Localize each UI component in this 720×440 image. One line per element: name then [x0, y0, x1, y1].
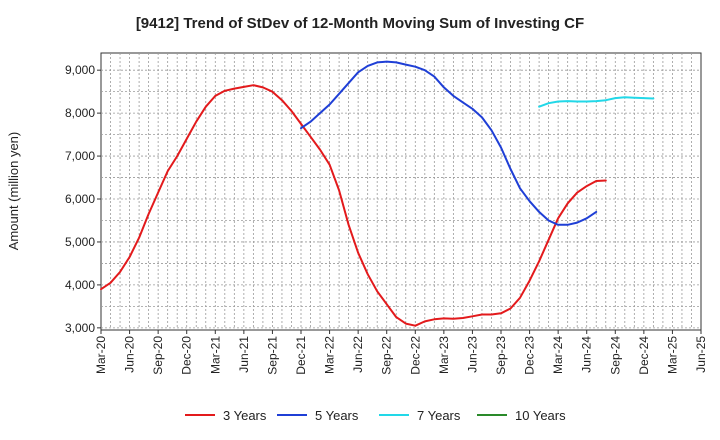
series-line-7-years [538, 96, 655, 108]
x-tick-label: Jun-20 [123, 336, 137, 373]
x-tick-label: Mar-25 [665, 336, 679, 374]
x-tick-label: Dec-20 [180, 336, 194, 375]
x-tick-label: Dec-22 [408, 336, 422, 375]
x-tick-label: Mar-20 [94, 336, 108, 374]
y-tick-label: 7,000 [65, 149, 95, 163]
x-tick-label: Dec-23 [523, 336, 537, 375]
x-axis-ticks: Mar-20 Jun-20 Sep-20 Dec-20 Mar-21 Jun-21 Sep-… [94, 330, 708, 375]
y-axis-ticks: 3,000 4,000 5,000 6,000 7,000 8,000 9,000 [65, 63, 101, 335]
legend-label: 5 Years [315, 408, 359, 423]
x-tick-label: Jun-21 [237, 336, 251, 373]
x-tick-label: Jun-23 [465, 336, 479, 373]
y-tick-label: 3,000 [65, 321, 95, 335]
x-tick-label: Mar-23 [437, 336, 451, 374]
x-tick-label: Sep-21 [265, 336, 279, 375]
series-line-5-years [300, 60, 598, 226]
x-tick-label: Sep-24 [608, 336, 622, 375]
plot-area [100, 52, 702, 331]
x-tick-label: Sep-22 [380, 336, 394, 375]
y-tick-label: 4,000 [65, 278, 95, 292]
legend-label: 10 Years [515, 408, 566, 423]
legend-label: 3 Years [223, 408, 267, 423]
x-tick-label: Sep-20 [151, 336, 165, 375]
y-tick-label: 5,000 [65, 235, 95, 249]
y-tick-label: 6,000 [65, 192, 95, 206]
x-tick-label: Jun-22 [351, 336, 365, 373]
legend: 3 Years 5 Years 7 Years 10 Years [185, 408, 566, 423]
series-lines [100, 60, 655, 327]
y-axis-label: Amount (million yen) [6, 132, 21, 251]
x-tick-label: Mar-21 [208, 336, 222, 374]
y-tick-label: 8,000 [65, 106, 95, 120]
x-tick-label: Dec-24 [637, 336, 651, 375]
x-tick-label: Mar-24 [551, 336, 565, 374]
legend-label: 7 Years [417, 408, 461, 423]
x-tick-label: Sep-23 [494, 336, 508, 375]
x-tick-label: Dec-21 [294, 336, 308, 375]
series-line-3-years [100, 84, 607, 327]
x-tick-label: Mar-22 [323, 336, 337, 374]
chart-title: [9412] Trend of StDev of 12-Month Moving… [136, 15, 584, 32]
x-tick-label: Jun-24 [580, 336, 594, 373]
x-tick-label: Jun-25 [694, 336, 708, 373]
y-tick-label: 9,000 [65, 63, 95, 77]
